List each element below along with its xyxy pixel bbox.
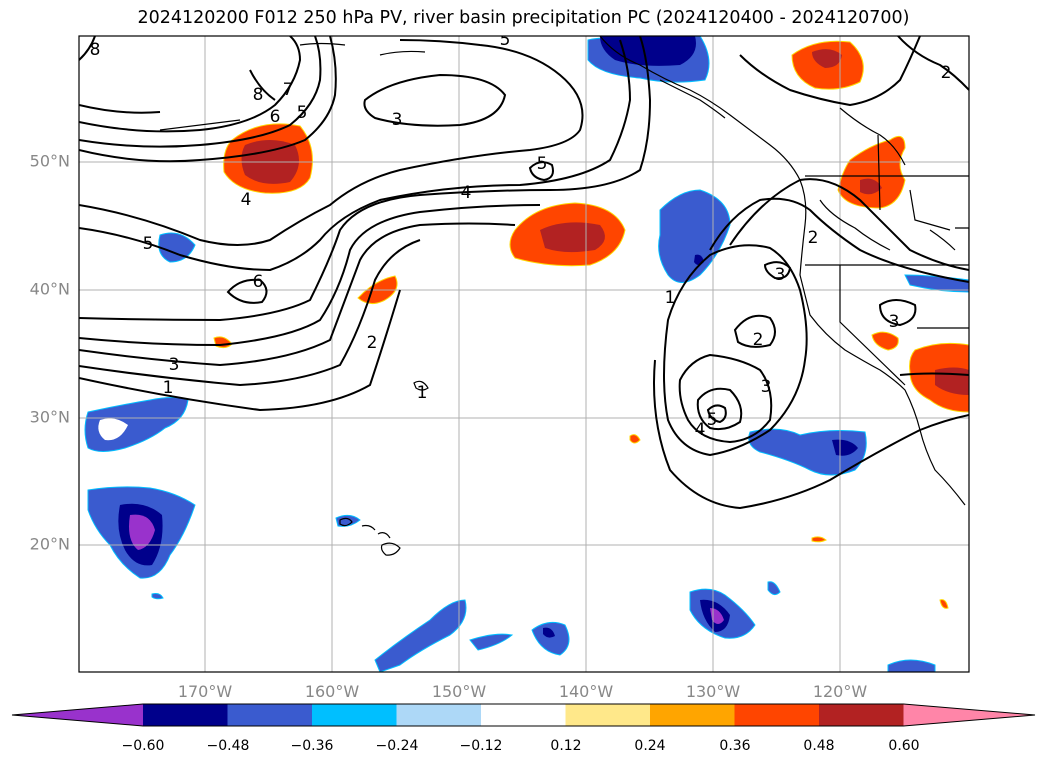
pv-contour-label: 2 xyxy=(753,330,764,350)
precip-area xyxy=(811,536,827,543)
precip-area xyxy=(767,581,781,596)
map-frame xyxy=(78,35,970,673)
precip-area xyxy=(860,178,882,195)
colorbar-segment xyxy=(312,704,397,726)
lat-label-50n: 50°N xyxy=(30,152,70,171)
precip-area xyxy=(600,36,696,66)
colorbar-segment xyxy=(734,704,820,726)
lon-label-130w: 130°W xyxy=(686,682,741,701)
lon-label-120w: 120°W xyxy=(813,682,868,701)
pv-contour-label: 1 xyxy=(665,288,676,308)
pv-contour-label: 8 xyxy=(253,85,264,105)
precip-area xyxy=(887,659,936,672)
colorbar-tick-label: 0.60 xyxy=(888,738,919,754)
precip-area xyxy=(904,274,969,293)
colorbar-tick-label: −0.48 xyxy=(207,738,250,754)
precip-area xyxy=(129,514,155,550)
colorbar-tick-label: −0.36 xyxy=(291,738,334,754)
colorbar-segment xyxy=(650,704,735,726)
colorbar-tick-label: −0.60 xyxy=(122,738,165,754)
precip-positive-areas xyxy=(213,40,969,609)
colorbar-tick-label: 0.24 xyxy=(634,738,665,754)
precip-area xyxy=(98,418,128,441)
map-title: 2024120200 F012 250 hPa PV, river basin … xyxy=(137,8,910,28)
pv-contour-label: 1 xyxy=(417,383,428,403)
lon-label-150w: 150°W xyxy=(432,682,487,701)
pv-contours xyxy=(79,36,969,510)
precip-area xyxy=(158,232,196,263)
colorbar-segment xyxy=(227,704,313,726)
pv-contour-label: 5 xyxy=(707,410,718,430)
colorbar xyxy=(11,703,1036,727)
colorbar-tick-labels: −0.60 −0.48 −0.36 −0.24 −0.12 0.12 0.24 … xyxy=(122,738,920,754)
colorbar-segment xyxy=(819,704,904,726)
pv-contour-label: 5 xyxy=(143,234,154,254)
pv-contour-label: 2 xyxy=(808,228,819,248)
precip-area xyxy=(837,135,906,209)
precip-area xyxy=(629,434,641,444)
pv-contour-label: 2 xyxy=(941,63,952,83)
longitude-labels: 170°W 160°W 150°W 140°W 130°W 120°W xyxy=(178,682,868,701)
pv-contour-label: 5 xyxy=(500,30,511,50)
gridlines xyxy=(79,36,969,672)
pv-contour-label: 3 xyxy=(775,265,786,285)
latitude-labels: 50°N 40°N 30°N 20°N xyxy=(30,152,70,554)
colorbar-extension-min xyxy=(12,704,143,726)
precip-area xyxy=(812,49,842,68)
precip-area xyxy=(939,599,949,609)
map-content: 8 8 7 6 5 5 4 4 5 3 6 2 2 1 1 3 3 2 3 1 … xyxy=(79,30,969,672)
pv-contour-label: 6 xyxy=(270,107,281,127)
islands xyxy=(159,42,726,556)
pv-contour-label: 4 xyxy=(241,190,252,210)
colorbar-tick-label: 0.48 xyxy=(803,738,834,754)
lon-label-160w: 160°W xyxy=(305,682,360,701)
colorbar-tick-label: −0.24 xyxy=(376,738,419,754)
colorbar-tick-label: 0.36 xyxy=(719,738,750,754)
colorbar-tick-label: −0.12 xyxy=(460,738,503,754)
pv-contour-label: 3 xyxy=(889,312,900,332)
pv-contour-label: 3 xyxy=(392,110,403,130)
pv-contour-label: 7 xyxy=(283,80,294,100)
precip-area xyxy=(658,189,731,283)
lon-label-140w: 140°W xyxy=(559,682,614,701)
pv-contour-label: 3 xyxy=(169,355,180,375)
precip-area xyxy=(469,633,514,651)
pv-contour-label: 3 xyxy=(761,377,772,397)
lat-label-40n: 40°N xyxy=(30,280,70,299)
precip-area xyxy=(832,439,858,456)
lon-label-170w: 170°W xyxy=(178,682,233,701)
precip-area xyxy=(543,627,555,638)
lat-label-20n: 20°N xyxy=(30,535,70,554)
colorbar-segment xyxy=(565,704,651,726)
precip-area xyxy=(531,621,570,656)
pv-contour-labels: 8 8 7 6 5 5 4 4 5 3 6 2 2 1 1 3 3 2 3 1 … xyxy=(90,30,952,440)
colorbar-segment xyxy=(481,704,566,726)
precip-negative-areas xyxy=(84,36,969,672)
pv-contour-label: 4 xyxy=(695,420,706,440)
precip-area xyxy=(540,222,605,253)
pv-contour-label: 8 xyxy=(90,40,101,60)
lat-label-30n: 30°N xyxy=(30,408,70,427)
coastlines xyxy=(599,36,969,506)
pv-contour-label: 4 xyxy=(461,183,472,203)
colorbar-outline xyxy=(11,703,1036,727)
colorbar-tick-label: 0.12 xyxy=(550,738,581,754)
pv-contour-label: 2 xyxy=(367,333,378,353)
colorbar-extension-max xyxy=(903,704,1035,726)
pv-contour-label: 6 xyxy=(253,272,264,292)
colorbar-segment xyxy=(396,704,482,726)
precip-area xyxy=(335,514,361,527)
pv-contour-label: 1 xyxy=(163,378,174,398)
colorbar-segment xyxy=(143,704,228,726)
precip-area xyxy=(374,599,467,672)
precip-area xyxy=(871,331,899,351)
pv-contour-label: 5 xyxy=(297,103,308,123)
pv-contour-label: 5 xyxy=(537,154,548,174)
precip-area xyxy=(151,593,164,600)
